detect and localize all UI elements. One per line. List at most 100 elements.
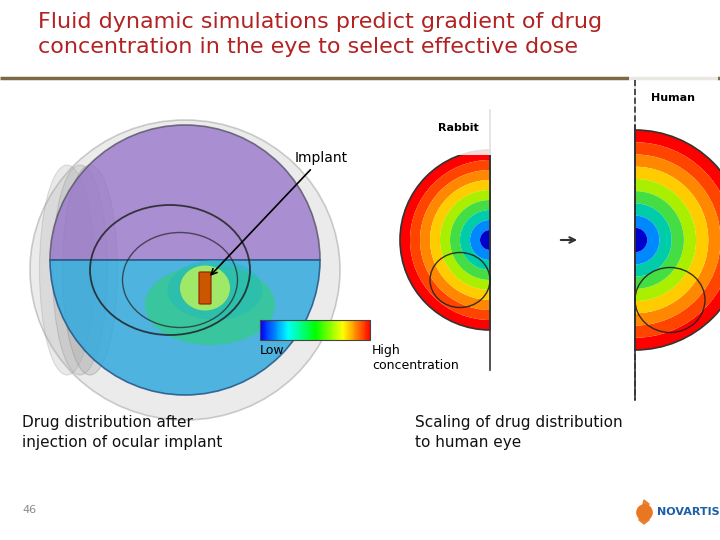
Bar (261, 320, 262, 340)
Text: Rabbit: Rabbit (438, 123, 479, 133)
FancyBboxPatch shape (199, 272, 211, 304)
Bar (341, 320, 343, 340)
Bar (281, 320, 282, 340)
Text: Drug distribution after
injection of ocular implant: Drug distribution after injection of ocu… (22, 415, 222, 450)
Bar (272, 320, 274, 340)
Bar (289, 320, 291, 340)
Bar (276, 320, 277, 340)
Bar (297, 320, 298, 340)
Bar (312, 320, 314, 340)
Wedge shape (430, 180, 490, 300)
Wedge shape (50, 260, 320, 395)
Bar (293, 320, 294, 340)
Bar (363, 320, 364, 340)
Bar (284, 320, 286, 340)
Text: Scaling of drug distribution
to human eye: Scaling of drug distribution to human ey… (415, 415, 623, 450)
Bar (301, 320, 302, 340)
Bar (320, 320, 322, 340)
Bar (299, 320, 300, 340)
Bar (287, 320, 288, 340)
Bar (328, 320, 329, 340)
Bar (339, 320, 341, 340)
Bar (348, 320, 349, 340)
Bar (343, 320, 345, 340)
Wedge shape (635, 167, 708, 313)
Bar (364, 320, 365, 340)
Bar (309, 320, 310, 340)
Bar (279, 320, 281, 340)
Bar (279, 320, 280, 340)
Bar (277, 320, 279, 340)
Bar (269, 320, 270, 340)
Bar (269, 320, 271, 340)
Bar (368, 320, 369, 340)
Bar (359, 320, 361, 340)
Ellipse shape (53, 165, 107, 375)
Bar (364, 320, 366, 340)
Bar (369, 320, 371, 340)
Bar (306, 320, 307, 340)
Bar (326, 320, 328, 340)
Wedge shape (470, 220, 490, 260)
Wedge shape (635, 154, 720, 326)
Bar (283, 320, 284, 340)
Bar (292, 320, 294, 340)
Ellipse shape (30, 120, 340, 420)
Bar (302, 320, 304, 340)
Bar (263, 320, 264, 340)
Bar (286, 320, 287, 340)
Bar (337, 320, 338, 340)
Bar (307, 320, 308, 340)
Bar (336, 320, 338, 340)
Bar (358, 320, 359, 340)
Wedge shape (635, 204, 672, 276)
Wedge shape (635, 130, 720, 350)
Text: Fluid dynamic simulations predict gradient of drug
concentration in the eye to s: Fluid dynamic simulations predict gradie… (38, 12, 602, 57)
Wedge shape (635, 228, 647, 252)
Bar (267, 320, 269, 340)
Bar (317, 320, 318, 340)
Bar (323, 320, 324, 340)
Bar (311, 320, 312, 340)
Bar (260, 320, 370, 340)
Text: Low: Low (260, 344, 284, 357)
Ellipse shape (145, 265, 275, 345)
Bar (266, 320, 268, 340)
Bar (360, 320, 361, 340)
Bar (329, 320, 330, 340)
Polygon shape (639, 500, 650, 524)
Bar (361, 320, 362, 340)
Bar (271, 320, 272, 340)
Bar (303, 320, 305, 340)
Bar (296, 320, 297, 340)
Bar (319, 320, 320, 340)
Bar (341, 320, 342, 340)
Bar (357, 320, 359, 340)
Bar (297, 320, 299, 340)
Bar (344, 320, 346, 340)
Bar (273, 320, 274, 340)
Bar (305, 320, 306, 340)
Bar (323, 320, 325, 340)
Bar (361, 320, 363, 340)
Bar (313, 320, 315, 340)
Bar (264, 320, 265, 340)
Bar (287, 320, 289, 340)
Bar (320, 320, 321, 340)
Bar (274, 320, 275, 340)
Bar (276, 320, 278, 340)
Bar (310, 320, 312, 340)
Bar (327, 320, 328, 340)
Bar (266, 320, 267, 340)
Bar (347, 320, 348, 340)
Bar (264, 320, 266, 340)
Bar (333, 320, 334, 340)
Wedge shape (50, 125, 320, 260)
Bar (343, 320, 344, 340)
Bar (325, 320, 326, 340)
Bar (291, 320, 292, 340)
Wedge shape (635, 215, 660, 265)
Bar (367, 320, 369, 340)
Bar (274, 320, 276, 340)
Bar (321, 320, 323, 340)
